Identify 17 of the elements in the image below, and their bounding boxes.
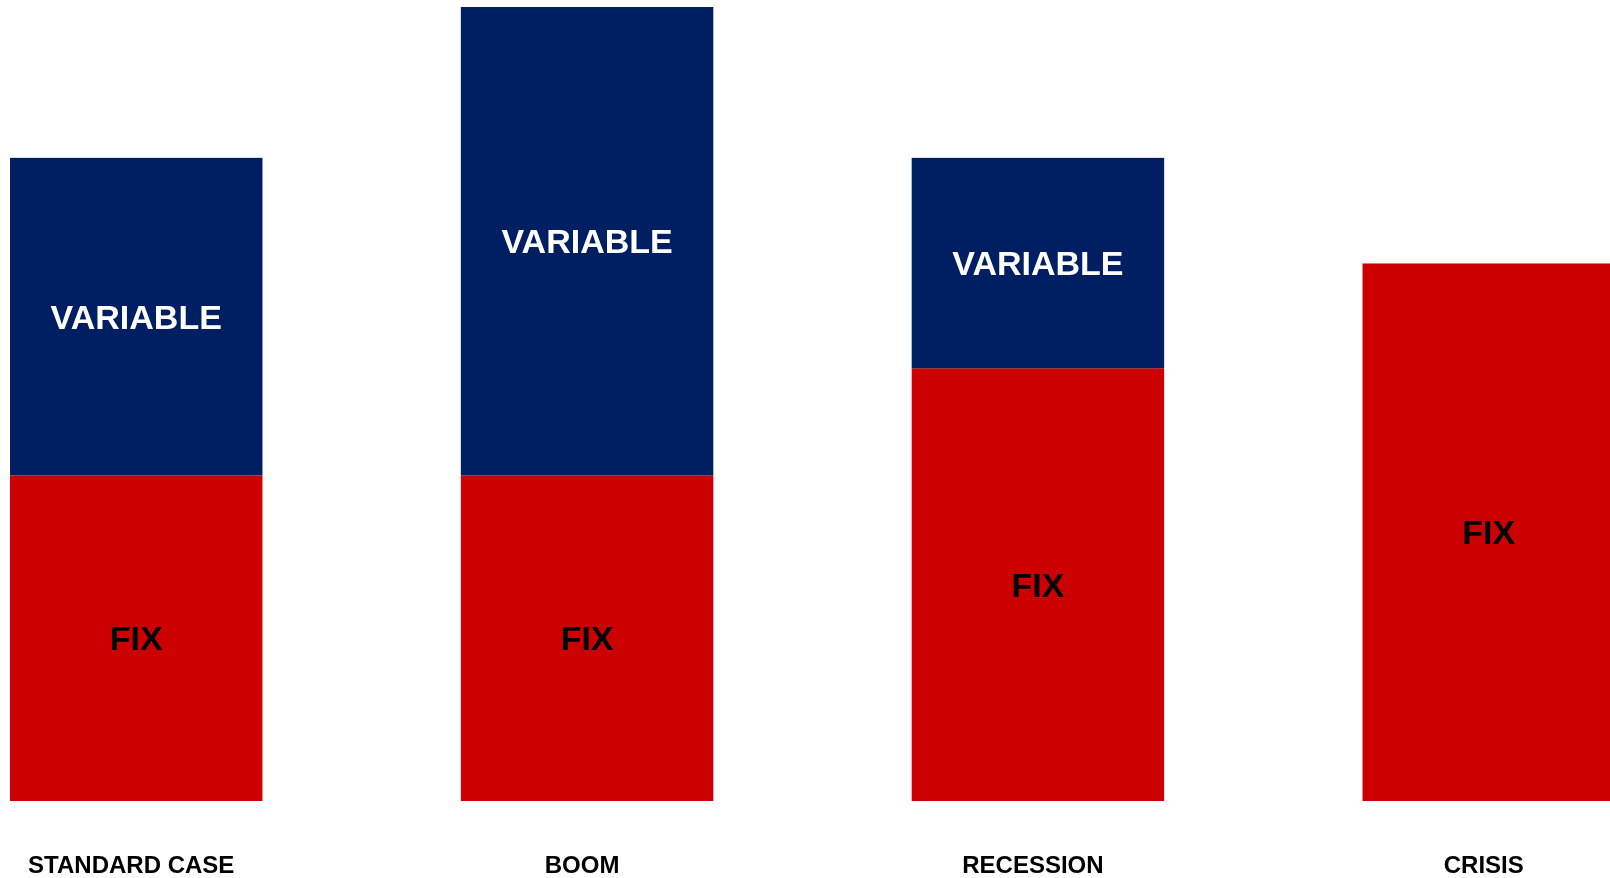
text: FIX — [560, 619, 614, 658]
bar — [10, 157, 263, 476]
text: FIX — [1462, 513, 1516, 552]
bar — [460, 475, 714, 801]
x-tick-label: RECESSION — [962, 851, 1104, 878]
bar — [460, 7, 714, 476]
x-tick-label: CRISIS — [1443, 851, 1524, 878]
text: VARIABLE — [501, 222, 673, 261]
bar — [10, 475, 263, 801]
bar — [911, 157, 1165, 369]
bar — [911, 368, 1165, 801]
series-label: VARIABLE — [952, 243, 1124, 282]
text: FIX — [109, 619, 163, 658]
text: VARIABLE — [50, 297, 222, 336]
x-tick-label: BOOM — [544, 851, 620, 878]
series-label: FIX — [1011, 565, 1065, 604]
x-tick-label: STANDARD CASE — [28, 851, 235, 878]
